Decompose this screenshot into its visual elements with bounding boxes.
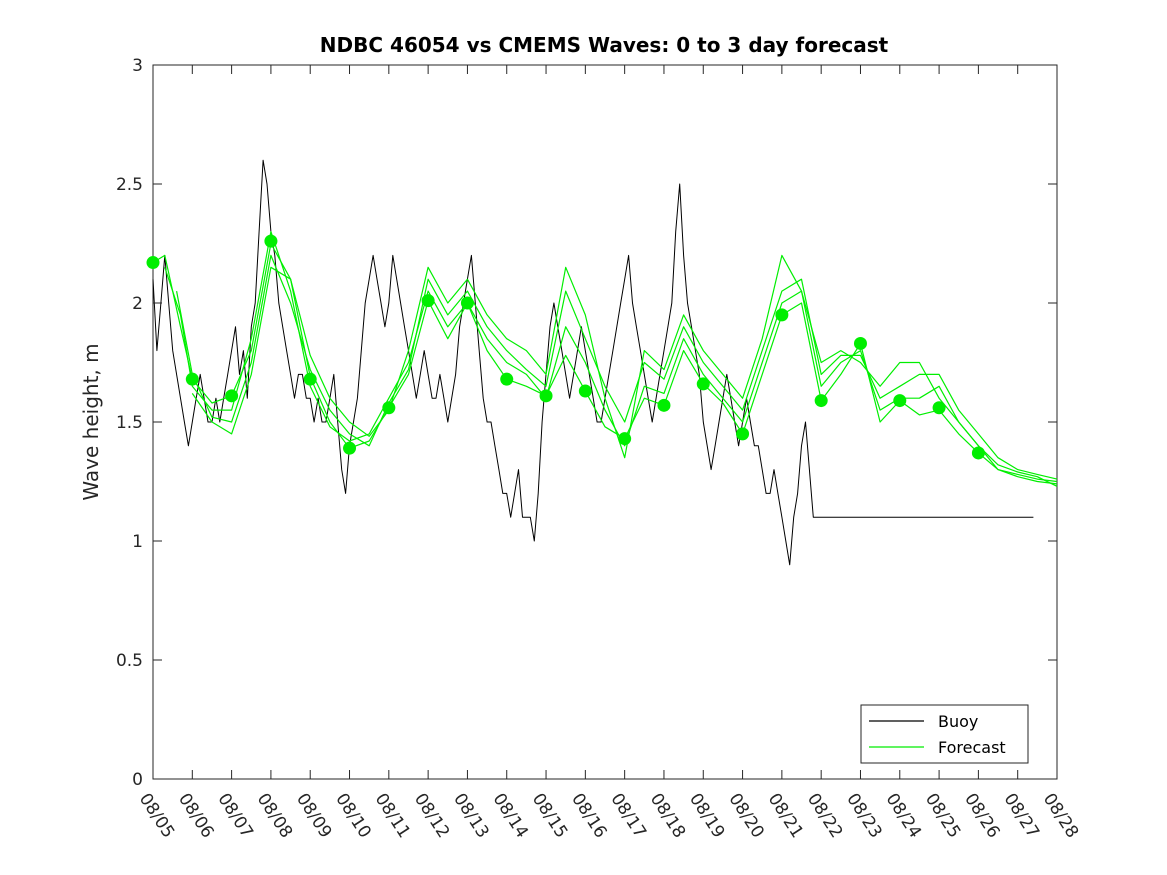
forecast-marker (775, 308, 789, 322)
forecast-marker (539, 389, 553, 403)
x-tick-label: 08/27 (1000, 790, 1043, 842)
x-tick-label: 08/20 (724, 790, 767, 842)
forecast-marker (971, 446, 985, 460)
forecast-marker (421, 294, 435, 308)
plot-area (146, 64, 1058, 780)
legend-box (860, 704, 1029, 764)
forecast-marker (225, 389, 239, 403)
x-tick-label: 08/17 (606, 790, 649, 842)
x-tick-label: 08/18 (646, 790, 689, 842)
forecast-marker (657, 398, 671, 412)
x-tick-label: 08/22 (803, 790, 846, 842)
forecast-marker (460, 296, 474, 310)
x-tick-label: 08/19 (685, 790, 728, 842)
y-axis-label: Wave height, m (79, 343, 103, 500)
forecast-marker (382, 401, 396, 415)
forecast-marker (893, 394, 907, 408)
x-tick-label: 08/28 (1039, 790, 1082, 842)
x-tick-label: 08/12 (410, 790, 453, 842)
y-tick-label: 2.5 (116, 175, 143, 195)
x-tick-label: 08/25 (921, 790, 964, 842)
x-tick-label: 08/08 (253, 790, 296, 842)
x-tick-label: 08/05 (135, 790, 178, 842)
x-tick-label: 08/11 (371, 790, 414, 842)
forecast-marker (814, 394, 828, 408)
x-tick-label: 08/09 (292, 790, 335, 842)
x-tick-label: 08/26 (960, 790, 1003, 842)
x-tick-label: 08/13 (449, 790, 492, 842)
forecast-marker (264, 234, 278, 248)
x-tick-label: 08/21 (764, 790, 807, 842)
forecast-series-line-3 (176, 254, 1058, 480)
y-tick-label: 1.5 (116, 413, 143, 433)
forecast-marker (578, 384, 592, 398)
forecast-marker (853, 336, 867, 350)
x-tick-label: 08/10 (331, 790, 374, 842)
legend: Buoy Forecast (860, 704, 1029, 764)
x-tick-label: 08/14 (489, 790, 532, 842)
x-tick-label: 08/07 (213, 790, 256, 842)
forecast-marker (303, 372, 317, 386)
forecast-marker-layer (146, 234, 985, 460)
y-tick-label: 2 (132, 294, 143, 314)
y-tick-label: 0.5 (116, 651, 143, 671)
plot-frame (152, 64, 1058, 780)
y-axis: 0 0.5 1 1.5 2 2.5 3 (116, 56, 1057, 790)
forecast-marker (146, 256, 160, 270)
x-tick-label: 08/16 (567, 790, 610, 842)
y-tick-label: 3 (132, 56, 143, 76)
forecast-marker (736, 427, 750, 441)
buoy-layer (152, 159, 1034, 566)
forecast-marker (696, 377, 710, 391)
legend-forecast-label: Forecast (938, 738, 1006, 757)
forecast-marker (618, 432, 632, 446)
forecast-marker (185, 372, 199, 386)
forecast-marker (932, 401, 946, 415)
y-tick-label: 1 (132, 532, 143, 552)
x-tick-label: 08/23 (842, 790, 885, 842)
y-tick-label: 0 (132, 770, 143, 790)
buoy-series-line (152, 159, 1034, 566)
forecast-marker (500, 372, 514, 386)
forecast-series-line-2 (164, 231, 1058, 483)
forecast-series-line-4 (191, 254, 1058, 487)
forecast-marker (343, 441, 357, 455)
x-tick-label: 08/15 (528, 790, 571, 842)
x-tick-label: 08/06 (174, 790, 217, 842)
legend-buoy-label: Buoy (938, 712, 978, 731)
chart-title: NDBC 46054 vs CMEMS Waves: 0 to 3 day fo… (320, 33, 889, 57)
x-tick-label: 08/24 (882, 790, 925, 842)
